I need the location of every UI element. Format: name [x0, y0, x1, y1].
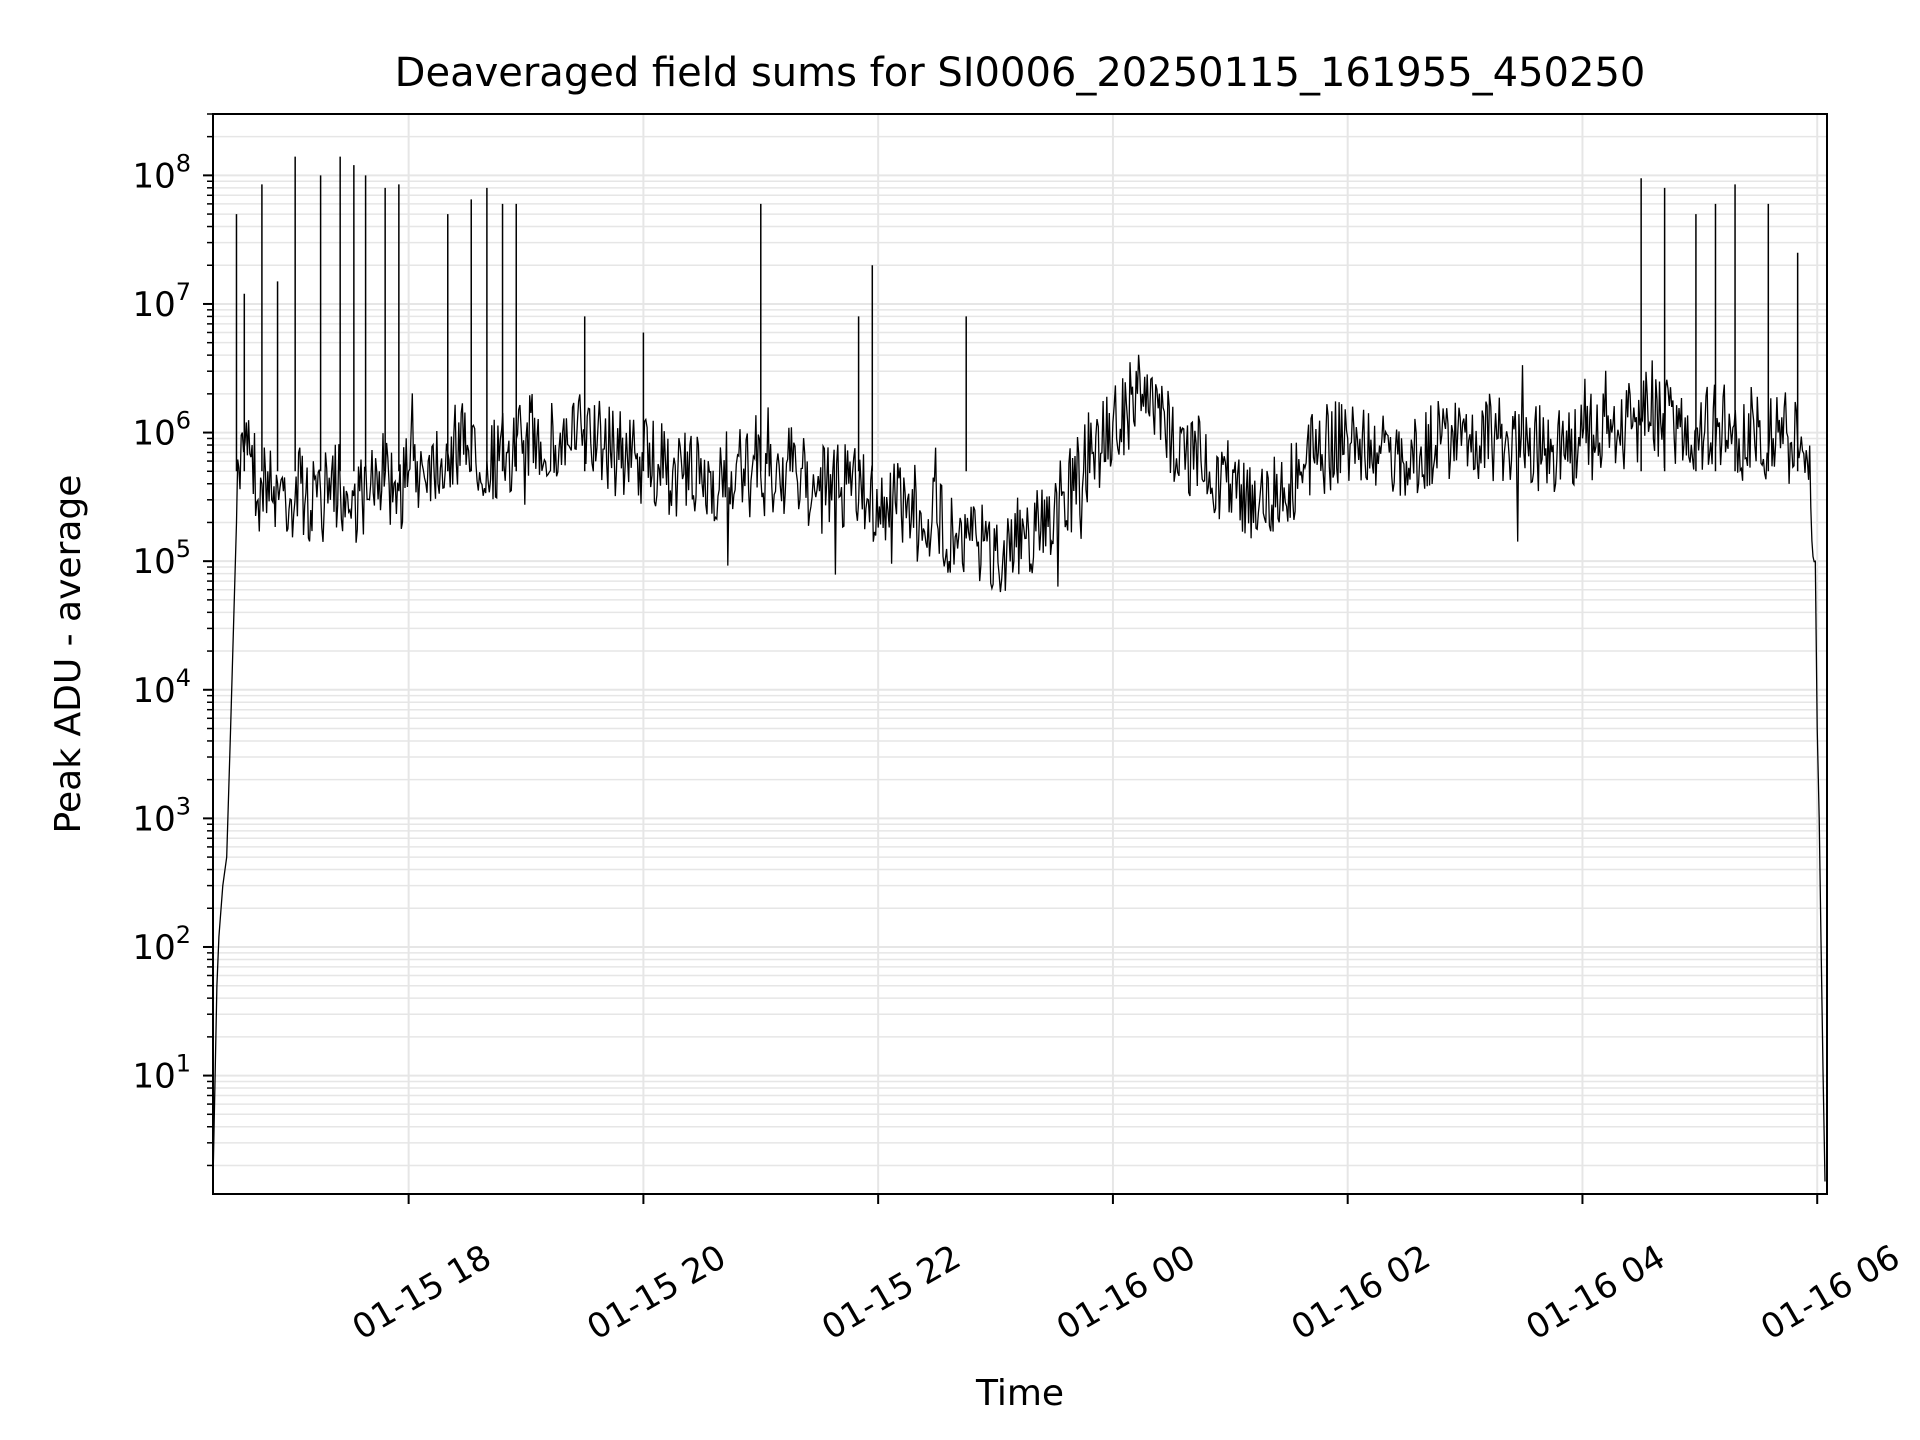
- y-tick-label: 104: [132, 664, 191, 711]
- plot-frame: [212, 113, 1828, 1195]
- x-axis-label: Time: [975, 1373, 1064, 1414]
- y-axis: 101 102 103 104 105 106 107 108: [132, 113, 213, 1167]
- y-tick-label: 103: [132, 792, 191, 839]
- y-axis-label: Peak ADU - average: [48, 475, 89, 834]
- series-line: [212, 354, 1826, 1182]
- y-tick-label: 101: [132, 1050, 191, 1097]
- chart-title: Deaveraged field sums for SI0006_2025011…: [395, 50, 1646, 96]
- y-tick-label: 106: [132, 407, 191, 454]
- grid: [213, 113, 1827, 1194]
- y-tick-label: 107: [132, 278, 191, 325]
- y-tick-label: 108: [132, 149, 191, 196]
- data-series-layer: [212, 156, 1826, 1182]
- y-tick-label: 102: [132, 921, 191, 968]
- y-tick-label: 105: [132, 535, 191, 582]
